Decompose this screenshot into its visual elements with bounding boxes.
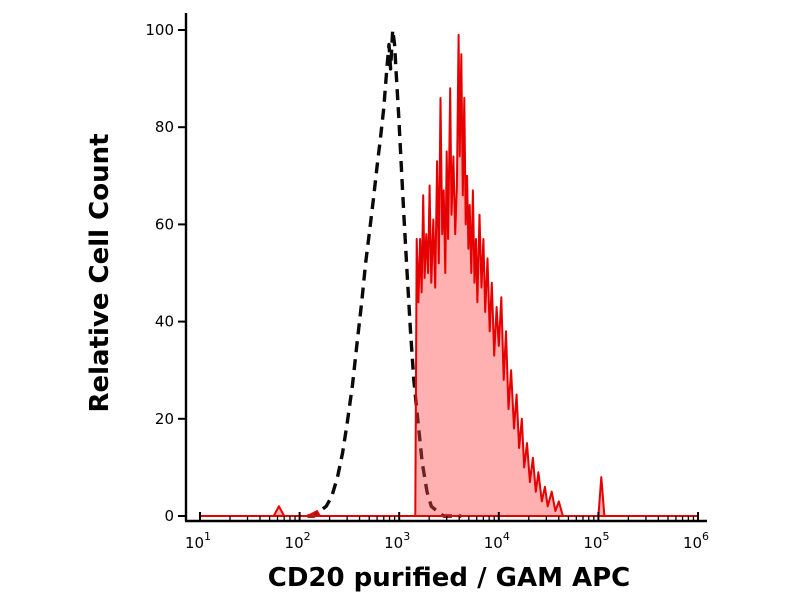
cd20-filled-histogram bbox=[199, 33, 699, 517]
x-tick-label: 104 bbox=[484, 530, 510, 552]
x-tick-label: 103 bbox=[384, 530, 410, 552]
y-tick-label: 20 bbox=[155, 410, 174, 428]
x-axis-title: CD20 purified / GAM APC bbox=[267, 563, 631, 593]
x-tick-label: 102 bbox=[285, 530, 311, 552]
y-tick-label: 100 bbox=[145, 21, 174, 39]
x-tick-label: 105 bbox=[583, 530, 609, 552]
y-axis-title: Relative Cell Count bbox=[85, 133, 115, 413]
x-tick-label: 101 bbox=[185, 530, 211, 552]
y-tick-label: 40 bbox=[155, 313, 174, 331]
control-dashed-curve bbox=[307, 28, 462, 518]
y-tick-label: 80 bbox=[155, 118, 174, 136]
y-tick-label: 60 bbox=[155, 215, 174, 233]
y-tick-label: 0 bbox=[164, 507, 174, 525]
x-tick-label: 106 bbox=[683, 530, 709, 552]
